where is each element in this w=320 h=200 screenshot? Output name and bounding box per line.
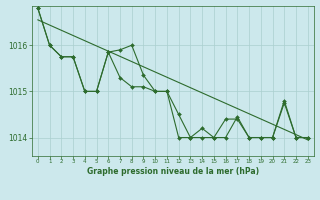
X-axis label: Graphe pression niveau de la mer (hPa): Graphe pression niveau de la mer (hPa) [87,167,259,176]
